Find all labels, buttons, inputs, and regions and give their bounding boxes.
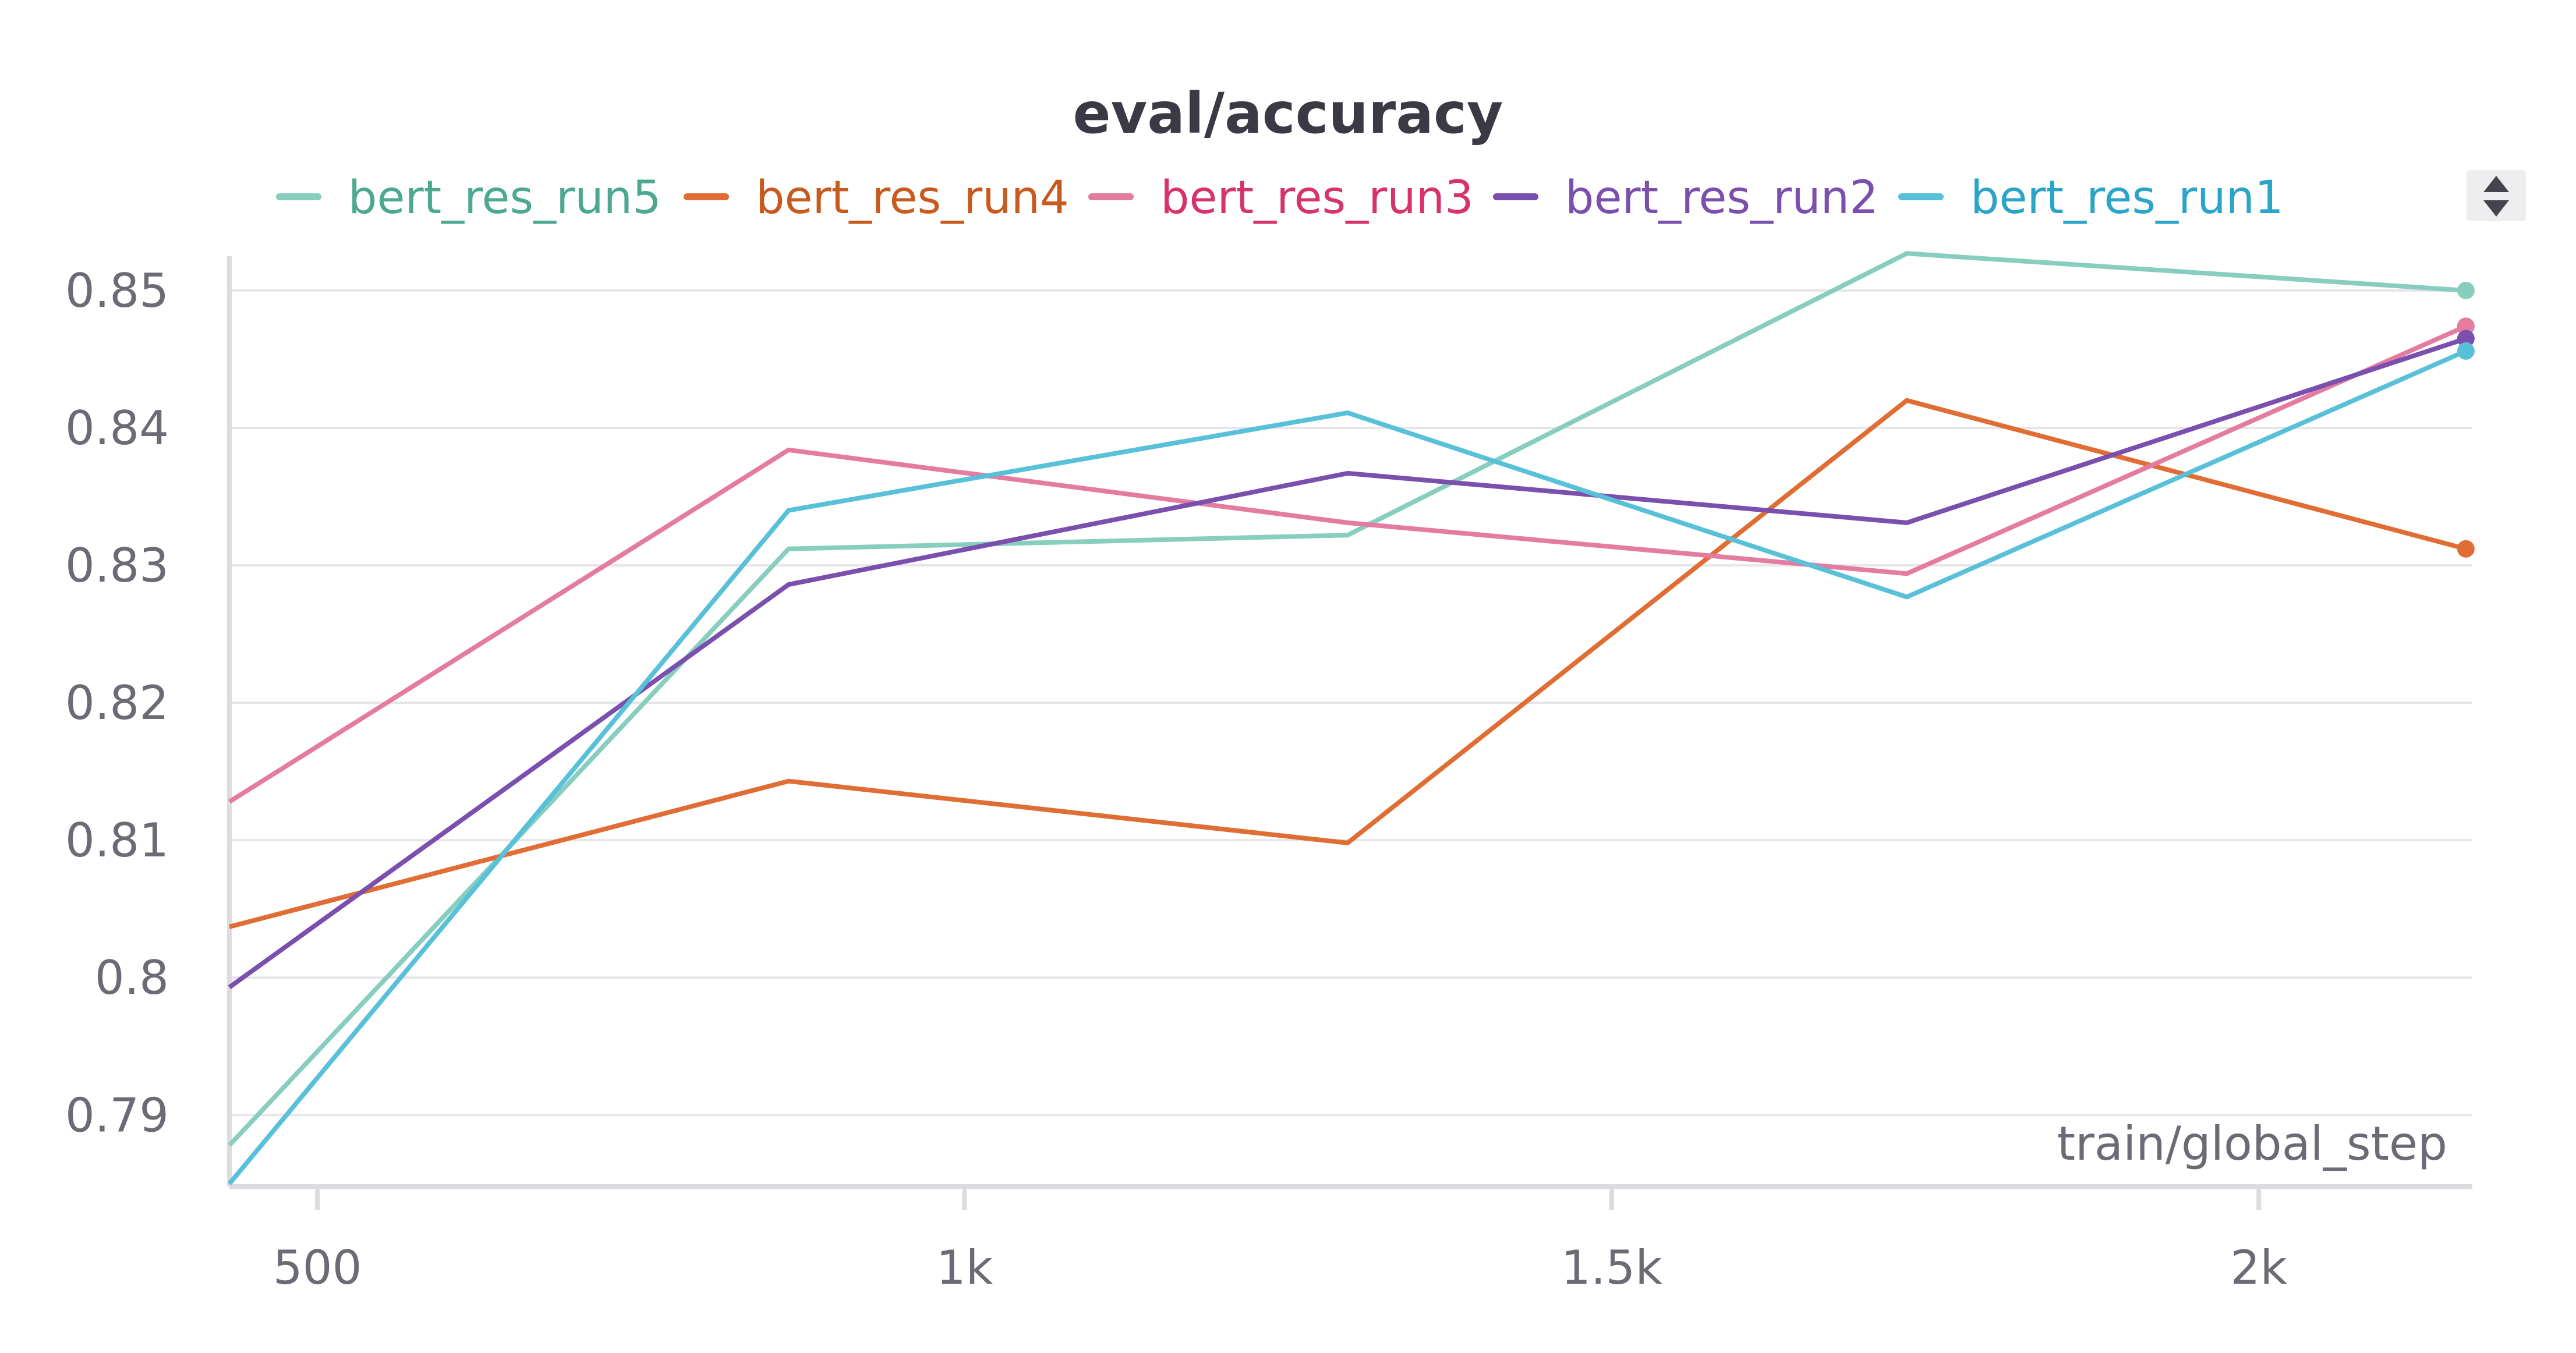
legend: bert_res_run5 bert_res_run4 bert_res_run3 b…	[276, 172, 2284, 224]
y-tick-label: 0.81	[65, 813, 169, 867]
y-tick-label: 0.83	[65, 539, 169, 593]
legend-label: bert_res_run4	[756, 172, 1069, 224]
x-tick-label: 1k	[936, 1241, 993, 1295]
x-tick-label: 500	[273, 1241, 362, 1295]
y-tick-label: 0.8	[95, 951, 169, 1005]
x-axis-label: train/global_step	[2057, 1117, 2447, 1171]
y-axis: 0.79 0.8 0.81 0.82 0.83 0.84 0.85	[65, 256, 232, 1186]
legend-item-bert-res-run2[interactable]: bert_res_run2	[1493, 172, 1878, 224]
x-tick-label: 1.5k	[1561, 1241, 1662, 1295]
y-tick-label: 0.82	[65, 676, 169, 730]
legend-label: bert_res_run2	[1565, 172, 1878, 224]
legend-item-bert-res-run4[interactable]: bert_res_run4	[684, 172, 1069, 224]
endpoint-bert-res-run3	[2457, 317, 2475, 335]
y-tick-label: 0.79	[65, 1088, 169, 1142]
legend-label: bert_res_run3	[1160, 172, 1474, 224]
series-endpoints	[2457, 282, 2475, 558]
legend-label: bert_res_run5	[348, 172, 661, 224]
endpoint-bert-res-run1	[2457, 342, 2475, 360]
legend-item-bert-res-run5[interactable]: bert_res_run5	[276, 172, 661, 224]
grid-lines	[229, 289, 2472, 1117]
series-lines	[227, 251, 2467, 1185]
series-line-bert-res-run5	[228, 251, 2467, 1147]
series-line-bert-res-run2	[228, 336, 2467, 989]
endpoint-bert-res-run4	[2457, 540, 2475, 558]
series-line-bert-res-run4	[228, 398, 2467, 929]
endpoint-bert-res-run5	[2457, 282, 2475, 300]
x-tick-label: 2k	[2231, 1241, 2288, 1295]
series-line-bert-res-run3	[228, 324, 2467, 804]
y-tick-label: 0.84	[65, 401, 169, 455]
y-tick-label: 0.85	[65, 264, 169, 318]
series-line-bert-res-run1	[227, 349, 2467, 1185]
legend-item-bert-res-run3[interactable]: bert_res_run3	[1088, 172, 1474, 224]
legend-scroll-button[interactable]	[2467, 170, 2526, 221]
legend-item-bert-res-run1[interactable]: bert_res_run1	[1898, 172, 2284, 224]
endpoint-bert-res-run2	[2457, 330, 2475, 348]
sort-arrows-icon	[2483, 176, 2509, 217]
chart-title: eval/accuracy	[1073, 81, 1503, 146]
legend-label: bert_res_run1	[1970, 172, 2284, 224]
x-axis: 500 1k 1.5k 2k	[229, 1184, 2472, 1295]
